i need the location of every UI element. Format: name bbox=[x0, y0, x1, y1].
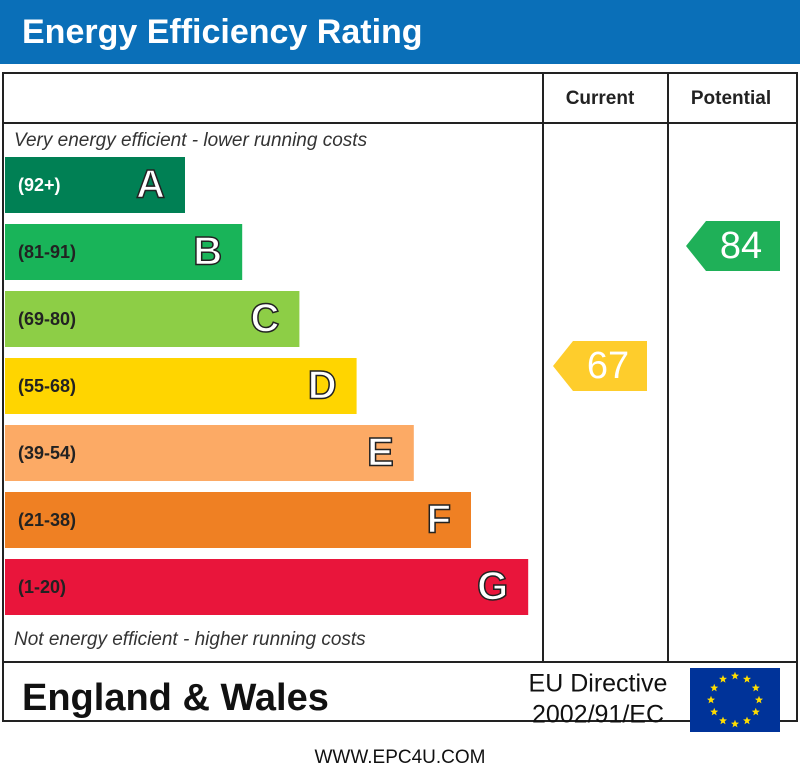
eu-star bbox=[755, 695, 763, 704]
band-letter: D bbox=[308, 364, 337, 408]
band-letter: G bbox=[477, 565, 508, 609]
region: England & Wales bbox=[22, 677, 329, 719]
current-header: Current bbox=[566, 88, 635, 109]
rating-value: 84 bbox=[720, 225, 762, 267]
band bbox=[5, 224, 243, 280]
band bbox=[5, 425, 414, 481]
band bbox=[5, 559, 529, 615]
eu-star bbox=[710, 707, 719, 716]
title-bar bbox=[0, 0, 800, 64]
eu-star bbox=[751, 683, 760, 692]
eu-star bbox=[751, 707, 760, 716]
band-range: (69-80) bbox=[18, 309, 76, 329]
band-range: (55-68) bbox=[18, 376, 76, 396]
band-letter: F bbox=[427, 498, 451, 542]
band-letter: E bbox=[367, 431, 394, 475]
band-letter: C bbox=[251, 297, 280, 341]
eu-stars bbox=[707, 671, 763, 728]
band bbox=[5, 358, 357, 414]
eu-star bbox=[710, 683, 719, 692]
url: WWW.EPC4U.COM bbox=[315, 747, 486, 768]
band-range: (92+) bbox=[18, 175, 61, 195]
title: Energy Efficiency Rating bbox=[22, 13, 423, 51]
band bbox=[5, 157, 185, 213]
band bbox=[5, 492, 471, 548]
frame bbox=[2, 72, 798, 722]
eu-star bbox=[707, 695, 715, 704]
eu-star bbox=[743, 675, 751, 683]
rating-arrow bbox=[553, 341, 647, 391]
rating-value: 67 bbox=[587, 345, 629, 387]
band-letter: A bbox=[136, 163, 165, 207]
eu-star bbox=[743, 716, 751, 725]
rating-arrow bbox=[686, 221, 780, 271]
potential-header: Potential bbox=[691, 88, 771, 109]
directive: 2002/91/EC bbox=[532, 701, 664, 729]
band-letter: B bbox=[193, 230, 222, 274]
eu-star bbox=[719, 675, 727, 683]
directive: EU Directive bbox=[529, 670, 668, 698]
eu-star bbox=[731, 719, 739, 728]
band bbox=[5, 291, 300, 347]
band-range: (81-91) bbox=[18, 242, 76, 262]
band-range: (21-38) bbox=[18, 510, 76, 530]
bottom-note: Not energy efficient - higher running co… bbox=[14, 629, 366, 650]
eu-star bbox=[719, 716, 727, 725]
band-range: (1-20) bbox=[18, 577, 66, 597]
eu-star bbox=[731, 671, 739, 680]
band-range: (39-54) bbox=[18, 443, 76, 463]
top-note: Very energy efficient - lower running co… bbox=[14, 130, 368, 151]
